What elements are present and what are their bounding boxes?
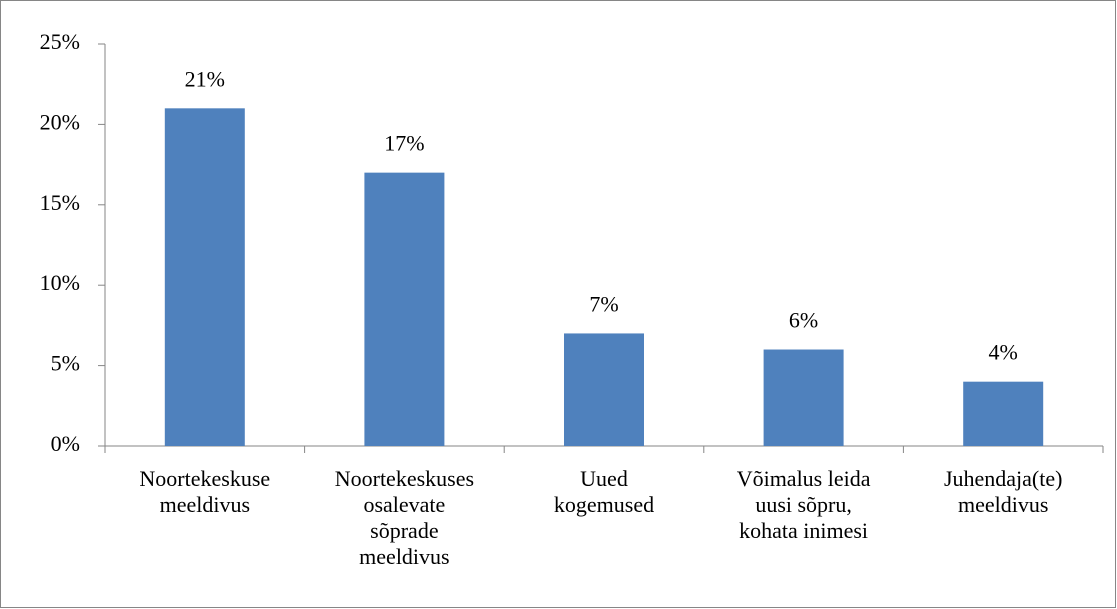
y-tick-label: 25% bbox=[40, 29, 80, 54]
bar bbox=[963, 381, 1044, 446]
x-tick-label-box: Võimalus leida uusi sõpru, kohata inimes… bbox=[736, 466, 871, 543]
value-label: 17% bbox=[384, 131, 424, 156]
y-tick-label: 10% bbox=[40, 270, 80, 295]
x-tick-label: Juhendaja(te) meeldivus bbox=[943, 466, 1063, 517]
value-label: 6% bbox=[789, 308, 818, 333]
x-tick-label: Noortekeskuse meeldivus bbox=[139, 466, 271, 517]
y-tick-label: 20% bbox=[40, 109, 80, 134]
x-tick-label: Noortekeskuses osalevate sõprade meeldiv… bbox=[334, 466, 475, 569]
y-tick-label: 15% bbox=[40, 190, 80, 215]
x-tick-label-box: Noortekeskuses osalevate sõprade meeldiv… bbox=[334, 466, 475, 569]
x-tick-label-box: Noortekeskuse meeldivus bbox=[139, 466, 271, 517]
x-tick-label: Võimalus leida uusi sõpru, kohata inimes… bbox=[736, 466, 871, 543]
value-label: 21% bbox=[185, 66, 225, 91]
bar bbox=[564, 333, 644, 446]
bar bbox=[164, 108, 245, 446]
y-tick-label: 0% bbox=[51, 431, 80, 456]
bar bbox=[763, 349, 844, 446]
bar bbox=[364, 172, 445, 446]
y-tick-label: 5% bbox=[51, 351, 80, 376]
value-label: 4% bbox=[989, 340, 1018, 365]
x-tick-label: Uued kogemused bbox=[553, 466, 655, 517]
x-tick-label-box: Juhendaja(te) meeldivus bbox=[943, 466, 1063, 517]
x-tick-label-box: Uued kogemused bbox=[553, 466, 655, 517]
value-label: 7% bbox=[589, 291, 618, 316]
